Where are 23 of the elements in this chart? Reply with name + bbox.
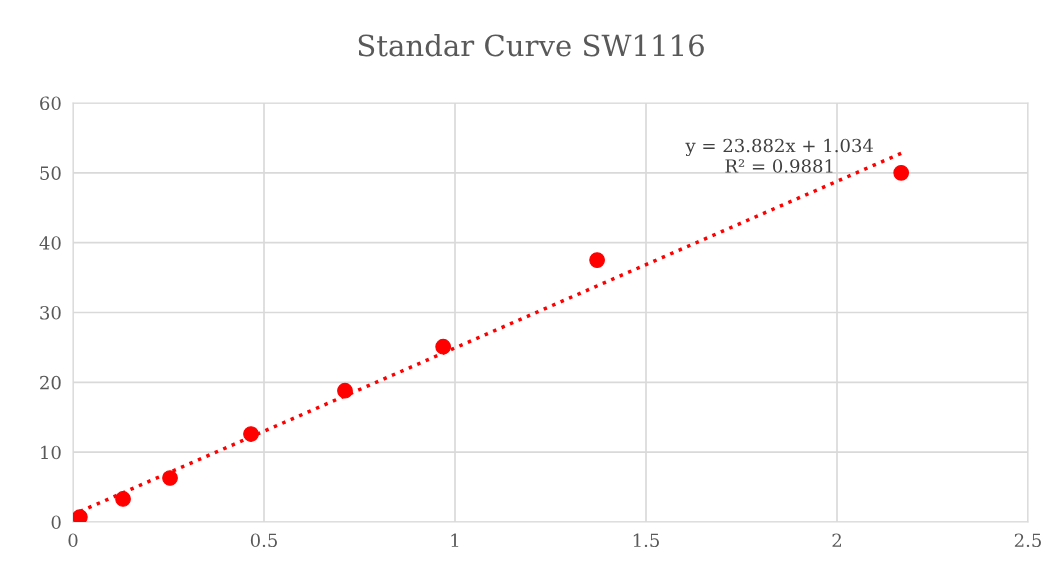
point: [435, 338, 452, 355]
x-tick-label: 2.5: [1014, 533, 1041, 548]
x-tick-label: 2: [832, 533, 841, 547]
y-tick-label: 60: [40, 96, 61, 111]
point: [893, 164, 910, 181]
y-tick-label: 30: [40, 305, 61, 320]
y-tick-label: 10: [41, 445, 61, 460]
y-tick-label: 20: [40, 375, 61, 390]
chart-title: Standar Curve SW1116: [358, 33, 704, 57]
x-tick-label: 1.5: [633, 533, 659, 548]
y-tick-label: 40: [39, 236, 61, 250]
point: [243, 426, 259, 442]
y-tick-label: 0: [51, 515, 61, 530]
y-tick-label: 50: [40, 166, 61, 180]
point: [589, 252, 605, 268]
x-tick-label: 0: [68, 533, 78, 548]
point: [337, 382, 353, 399]
point: [115, 491, 131, 507]
x-tick-label: 1: [451, 533, 459, 547]
point: [73, 509, 88, 522]
annotation: y = 23.882x + 1.034 R² = 0.9881: [685, 138, 874, 173]
x-tick-label: 0.5: [250, 533, 277, 548]
point: [162, 470, 178, 486]
